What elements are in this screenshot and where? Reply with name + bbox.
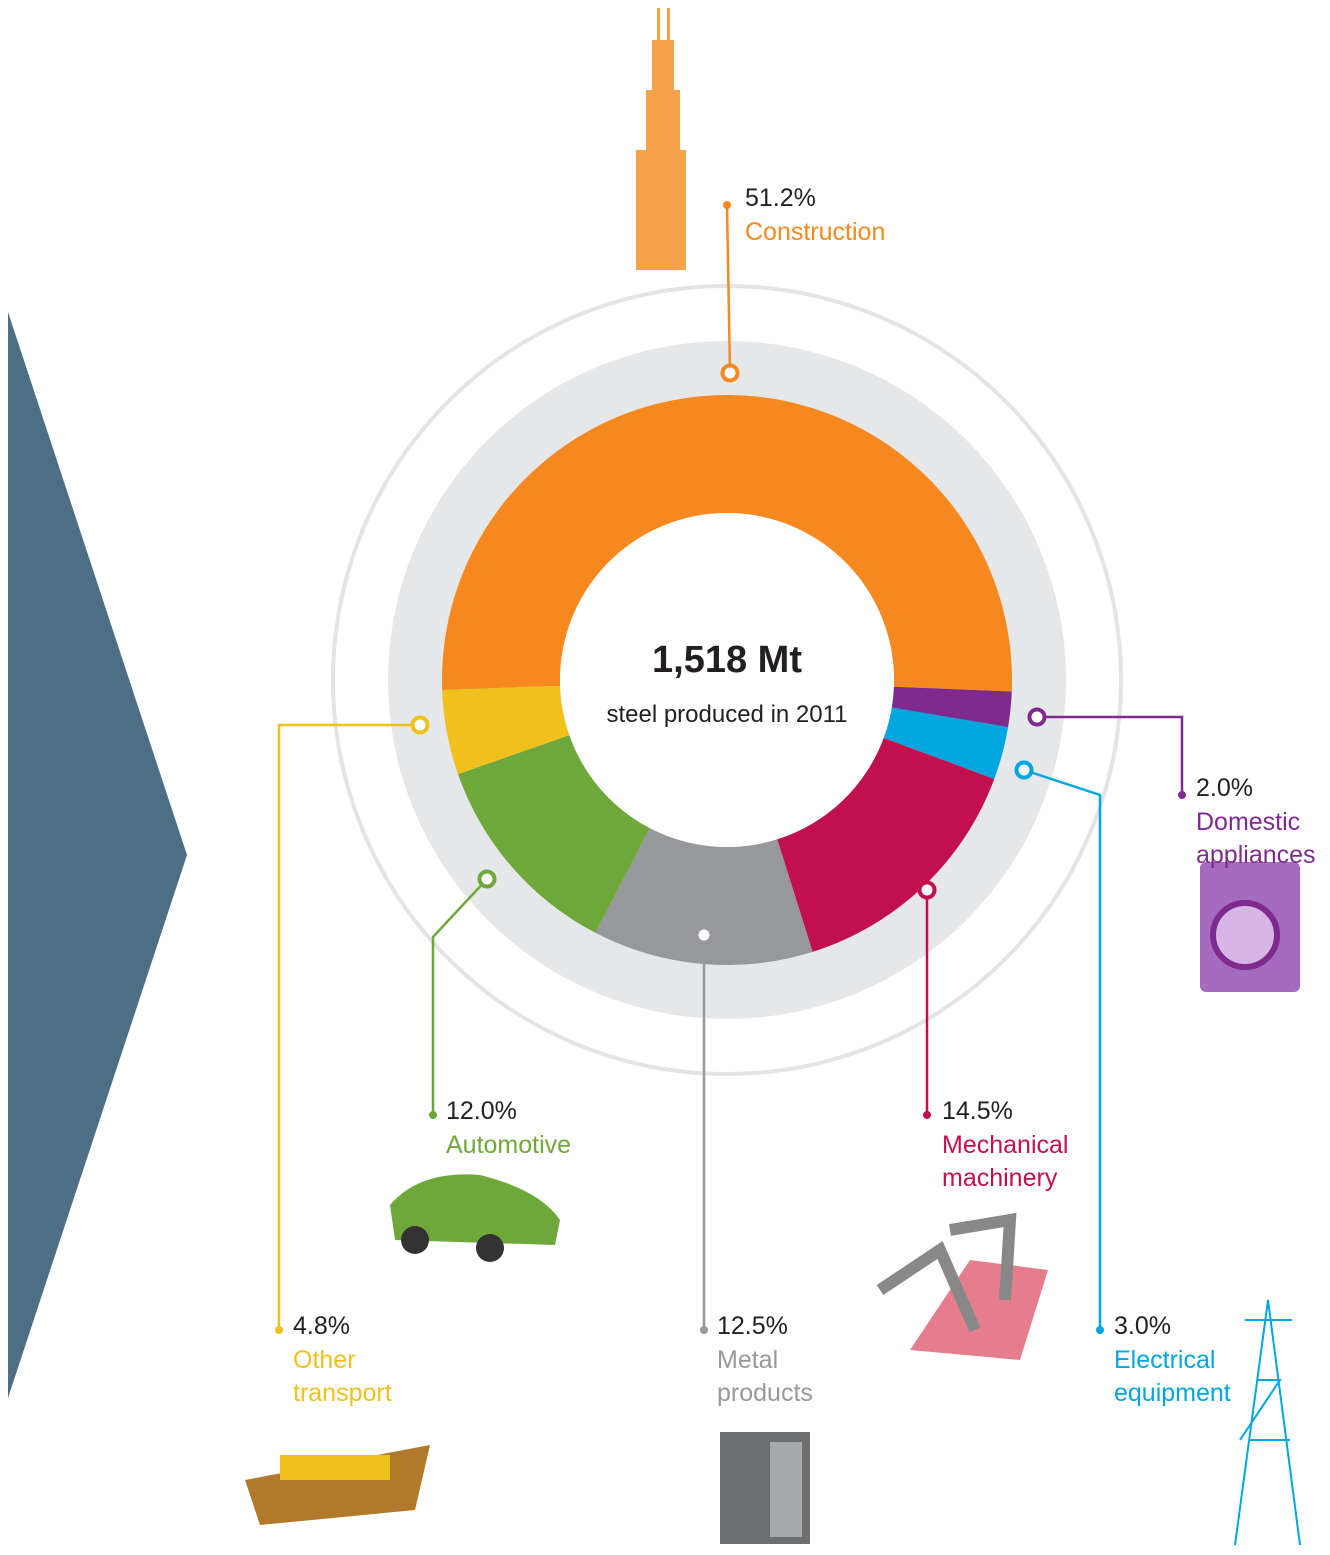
skyscraper-icon	[636, 8, 686, 270]
cabinet-icon	[720, 1432, 810, 1544]
segment-marker	[920, 883, 935, 898]
label-dot	[275, 1326, 283, 1334]
appliance-icon	[1200, 862, 1300, 992]
category-label: Construction	[745, 216, 945, 249]
label-dot	[1096, 1326, 1104, 1334]
center-sublabel: steel produced in 2011	[606, 701, 847, 728]
segment-marker	[723, 366, 738, 381]
value-label: 4.8%	[293, 1310, 393, 1343]
label-dot	[723, 201, 731, 209]
category-label: Automotive	[446, 1129, 646, 1162]
segment-marker	[697, 928, 712, 943]
connector	[433, 879, 487, 1115]
label-dot	[700, 1326, 708, 1334]
page: 1,518 Mt steel produced in 2011 51.2%Con…	[0, 0, 1330, 1555]
center-label: 1,518 Mt	[652, 639, 802, 681]
value-label: 12.0%	[446, 1095, 646, 1128]
segment-marker	[480, 872, 495, 887]
ship-icon	[245, 1445, 430, 1525]
value-label: 14.5%	[942, 1095, 1082, 1128]
car-icon	[390, 1174, 560, 1262]
value-label: 2.0%	[1196, 772, 1326, 805]
connector	[1024, 770, 1100, 1330]
category-label: Domestic appliances	[1196, 806, 1326, 872]
category-label: Metal products	[717, 1344, 827, 1410]
pylon-icon	[1235, 1300, 1300, 1545]
segment-marker	[1017, 763, 1032, 778]
label-dot	[429, 1111, 437, 1119]
category-label: Electrical equipment	[1114, 1344, 1244, 1410]
segment-marker	[1030, 710, 1045, 725]
segment-marker	[413, 718, 428, 733]
category-label: Mechanical machinery	[942, 1129, 1082, 1195]
robot-icon	[880, 1220, 1048, 1360]
label-dot	[1178, 791, 1186, 799]
value-label: 51.2%	[745, 182, 945, 215]
value-label: 3.0%	[1114, 1310, 1244, 1343]
category-label: Other transport	[293, 1344, 393, 1410]
value-label: 12.5%	[717, 1310, 827, 1343]
label-dot	[923, 1111, 931, 1119]
chevron	[8, 312, 187, 1398]
